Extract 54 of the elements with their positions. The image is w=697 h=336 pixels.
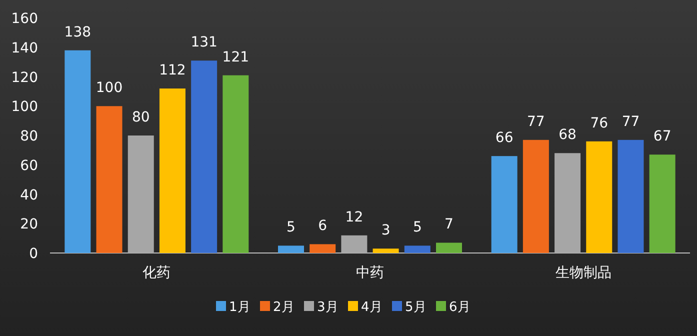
data-label: 6 [318,218,328,234]
data-label: 66 [495,130,514,146]
y-tick-label: 40 [20,187,38,204]
legend-label: 3月 [317,300,338,315]
data-label: 77 [622,114,640,130]
data-label: 67 [653,128,672,145]
y-tick-label: 60 [20,158,38,174]
data-label: 80 [132,110,150,126]
bar [586,141,612,253]
data-label: 138 [64,24,92,40]
data-label: 77 [527,114,545,130]
y-tick-label: 20 [20,216,38,233]
bar [222,75,249,253]
bar [310,244,336,253]
bar [191,60,218,253]
data-label: 5 [412,220,422,236]
bar [372,248,399,253]
legend-label: 4月 [361,300,382,315]
bar [64,50,91,253]
bar [649,154,676,253]
data-label: 100 [96,80,123,96]
bar [341,235,368,253]
legend-label: 6月 [449,300,470,315]
data-label: 131 [190,34,218,51]
legend-label: 1月 [229,300,250,315]
bar [436,242,462,253]
data-label: 121 [222,49,250,66]
bar [96,106,122,253]
bar [404,246,430,253]
y-tick-label: 0 [29,246,38,262]
bar [128,136,154,253]
data-label: 5 [286,220,296,236]
data-label: 76 [590,115,608,132]
data-label: 112 [159,62,186,78]
y-tick-label: 100 [11,99,38,116]
data-label: 12 [345,209,364,226]
y-tick-label: 120 [11,70,38,86]
data-label: 7 [444,216,454,233]
y-tick-label: 80 [20,128,38,144]
data-label: 68 [558,127,576,144]
x-tick-label: 生物制品 [555,265,612,281]
bar [618,140,644,253]
legend-label: 5月 [405,300,426,315]
bar [491,156,518,253]
bar [522,140,549,253]
legend-label: 2月 [273,300,294,315]
y-tick-label: 160 [11,11,38,27]
x-tick-label: 化药 [142,265,171,281]
bar [554,153,581,253]
bar [159,88,186,253]
data-label: 3 [381,222,390,239]
x-tick-label: 中药 [356,265,384,281]
bar [278,246,304,253]
y-tick-label: 140 [11,40,38,56]
